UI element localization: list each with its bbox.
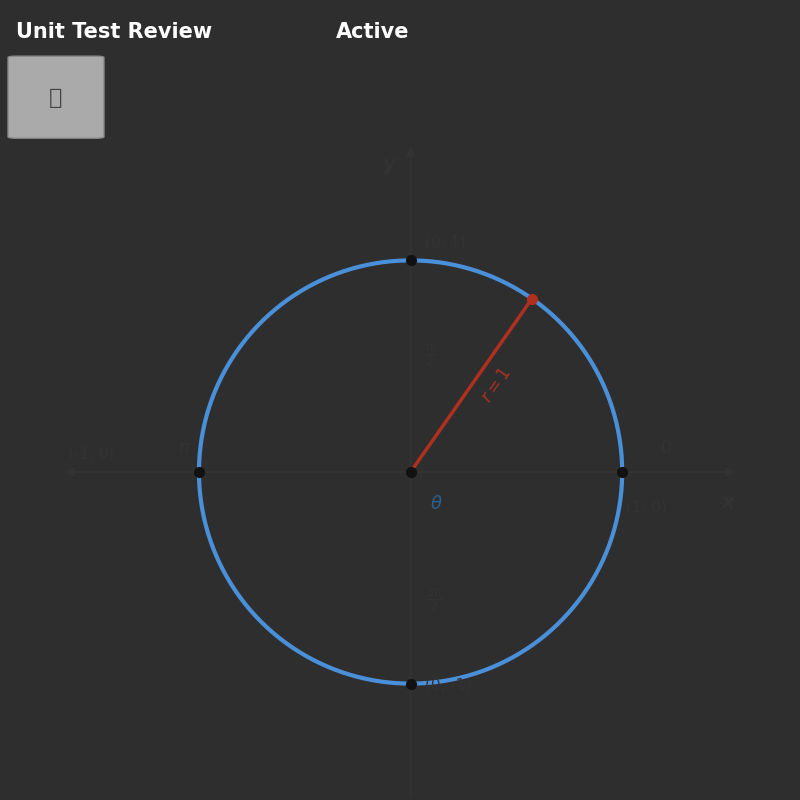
Text: y: y	[383, 154, 396, 174]
Text: (1, 0): (1, 0)	[626, 499, 667, 514]
Text: ⚿: ⚿	[50, 88, 62, 108]
Text: $r = 1$: $r = 1$	[478, 365, 515, 406]
Text: $\frac{3\pi}{2}$: $\frac{3\pi}{2}$	[426, 585, 443, 613]
Text: $\theta$: $\theta$	[430, 495, 442, 514]
Text: x: x	[722, 493, 734, 512]
Text: $0$: $0$	[660, 439, 672, 457]
Text: (0, 1): (0, 1)	[426, 235, 466, 250]
Text: $\frac{\pi}{2}$: $\frac{\pi}{2}$	[426, 342, 435, 369]
Text: Active: Active	[336, 22, 410, 42]
Text: Unit Test Review: Unit Test Review	[16, 22, 212, 42]
Text: (0, -1): (0, -1)	[426, 678, 472, 692]
Text: $\pi$: $\pi$	[178, 439, 191, 457]
FancyBboxPatch shape	[8, 56, 104, 138]
Text: (-1, 0): (-1, 0)	[68, 446, 114, 462]
